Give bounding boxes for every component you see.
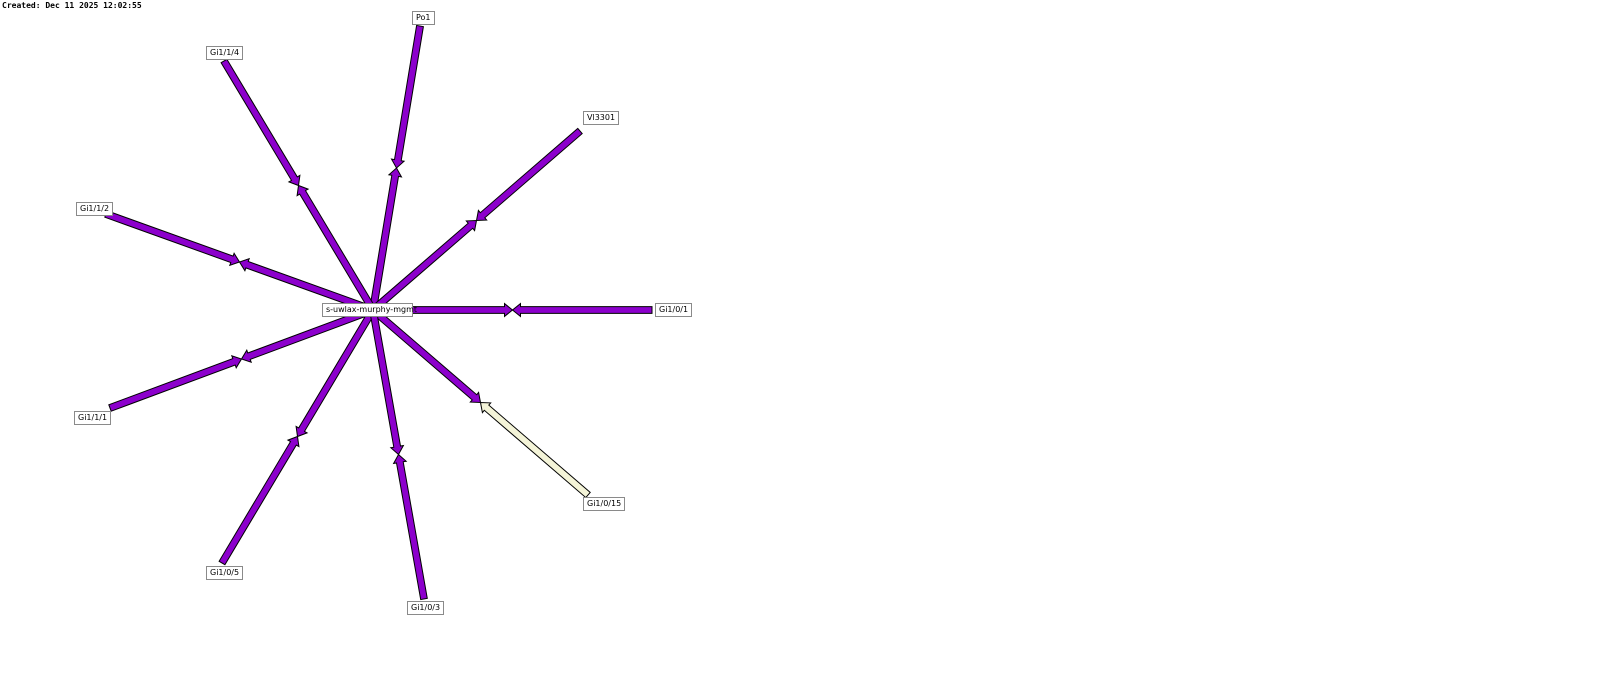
link-label-gi1-0-1: Gi1/0/1	[655, 303, 693, 317]
link-label-vl3301: Vl3301	[583, 111, 620, 125]
link-half-gi1-0-1-in	[511, 302, 653, 318]
link-half-gi1-0-15-out	[370, 306, 482, 404]
link-half-gi1-1-1-in	[108, 355, 243, 412]
link-half-gi1-1-4-out	[296, 184, 377, 313]
link-half-gi1-0-3-out	[369, 308, 405, 456]
node-label: s-uwlax-murphy-mgmt	[322, 303, 417, 317]
link-label-po1: Po1	[412, 11, 435, 25]
link-half-gi1-1-2-in	[104, 210, 241, 267]
link-half-po1-in	[390, 24, 424, 169]
link-half-gi1-0-5-in	[218, 435, 300, 566]
created-timestamp: Created: Dec 11 2025 12:02:55	[2, 1, 142, 10]
link-half-po1-out	[369, 167, 403, 312]
link-label-gi1-0-3: Gi1/0/3	[407, 601, 445, 615]
link-half-vl3301-in	[475, 127, 583, 222]
link-half-gi1-0-15-in	[479, 401, 591, 499]
link-label-gi1-1-4: Gi1/1/4	[206, 46, 244, 60]
link-half-gi1-0-3-in	[392, 453, 428, 601]
link-half-gi1-1-4-in	[220, 58, 301, 187]
link-label-gi1-0-5: Gi1/0/5	[206, 566, 244, 580]
link-label-gi1-0-15: Gi1/0/15	[583, 497, 626, 511]
link-half-gi1-0-5-out	[295, 307, 377, 438]
link-half-gi1-1-1-out	[240, 306, 375, 363]
link-label-gi1-1-2: Gi1/1/2	[76, 202, 114, 216]
link-label-gi1-1-1: Gi1/1/1	[74, 411, 112, 425]
link-half-vl3301-out	[370, 219, 478, 314]
